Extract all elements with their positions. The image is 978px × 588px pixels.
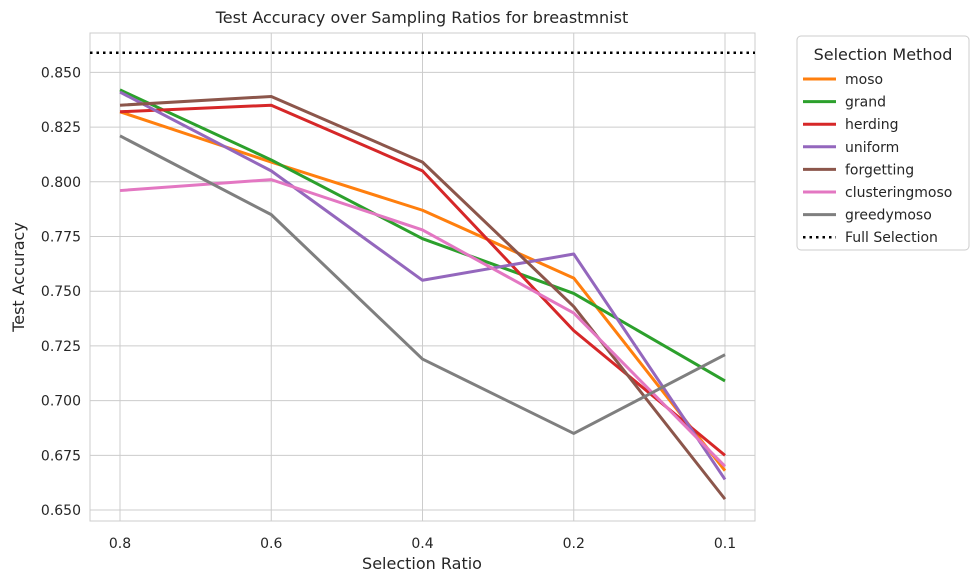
y-tick-labels: 0.650 0.675 0.700 0.725 0.750 0.775 0.800 0.825… (41, 65, 81, 519)
y-tick-label: 0.850 (41, 65, 81, 81)
legend-label: forgetting (845, 162, 914, 178)
legend-label: moso (845, 72, 883, 88)
legend-item: greedymoso (803, 208, 932, 224)
x-axis-label: Selection Ratio (362, 554, 482, 573)
x-tick-label: 0.4 (411, 536, 433, 552)
plot-frame (89, 32, 756, 522)
series-line-uniform (119, 90, 727, 481)
x-tick-label: 0.8 (109, 536, 131, 552)
series-layer (90, 51, 755, 501)
legend-label: Full Selection (845, 230, 938, 246)
x-tick-labels: 0.8 0.6 0.4 0.2 0.1 (109, 536, 736, 552)
legend-label: clusteringmoso (845, 185, 952, 201)
legend-item: forgetting (803, 162, 914, 178)
x-tick-label: 0.6 (260, 536, 282, 552)
legend-item: herding (803, 117, 899, 133)
series-line-clusteringmoso (119, 178, 727, 468)
legend-title: Selection Method (814, 45, 953, 64)
y-tick-label: 0.750 (41, 284, 81, 300)
x-tick-label: 0.2 (563, 536, 585, 552)
legend: Selection Method moso grand herding uniform… (796, 35, 970, 251)
legend-label: greedymoso (845, 208, 932, 224)
y-tick-label: 0.675 (41, 448, 81, 464)
legend-items: moso grand herding uniform forgetting cluster… (803, 72, 952, 246)
legend-item: moso (803, 72, 883, 88)
grid (90, 33, 755, 521)
legend-label: uniform (845, 140, 899, 156)
chart-title: Test Accuracy over Sampling Ratios for b… (215, 8, 628, 27)
y-tick-label: 0.775 (41, 230, 81, 246)
legend-item: uniform (803, 140, 899, 156)
legend-box (796, 35, 970, 251)
legend-item: clusteringmoso (803, 185, 952, 201)
series-line-forgetting (119, 94, 727, 501)
y-tick-label: 0.650 (41, 503, 81, 519)
y-axis-label: Test Accuracy (9, 222, 28, 333)
y-tick-label: 0.825 (41, 120, 81, 136)
y-tick-label: 0.700 (41, 394, 81, 410)
legend-item: grand (803, 95, 886, 111)
x-tick-label: 0.1 (714, 536, 736, 552)
legend-label: grand (845, 95, 886, 111)
y-tick-label: 0.800 (41, 175, 81, 191)
y-tick-label: 0.725 (41, 339, 81, 355)
legend-label: herding (845, 117, 899, 133)
series-line-greedymoso (119, 134, 726, 435)
series-line-grand (119, 88, 726, 383)
legend-item: Full Selection (803, 230, 938, 246)
